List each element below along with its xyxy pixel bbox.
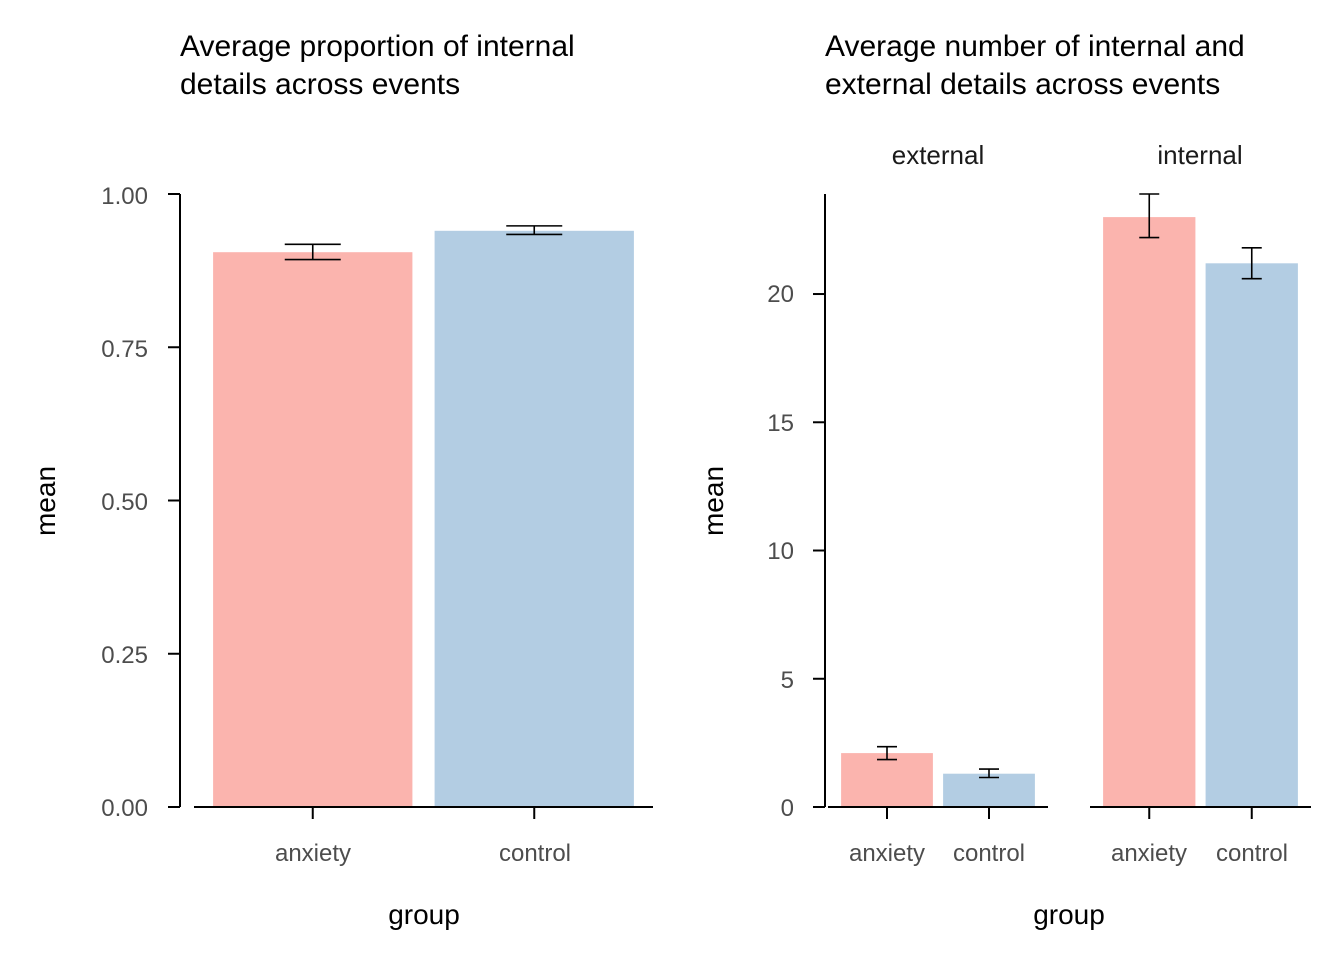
left-y-tick-labels: 0.00 0.25 0.50 0.75 1.00: [101, 183, 148, 822]
left-x-axis-title: group: [388, 899, 460, 930]
right-y-tick-label: 15: [767, 410, 794, 437]
left-bar-anxiety: [213, 252, 413, 807]
left-bar-control: [434, 230, 634, 808]
facet-external-bar-control: [943, 773, 1035, 807]
left-y-tick-label: 1.00: [101, 183, 148, 210]
right-chart-title-line-2: external details across events: [825, 68, 1220, 101]
facet-strip-label-internal: internal: [1157, 140, 1242, 170]
left-chart-title-line-1: Average proportion of internal: [180, 30, 575, 63]
facet-strip-label-external: external: [892, 140, 985, 170]
right-y-axis-title: mean: [698, 466, 729, 536]
left-y-tick-label: 0.25: [101, 642, 148, 669]
left-x-tick-label-control: control: [499, 840, 571, 867]
chart-marks: [168, 193, 1311, 819]
left-y-tick-label: 0.50: [101, 489, 148, 516]
external-x-tick-label-anxiety: anxiety: [849, 840, 925, 867]
internal-x-tick-label-anxiety: anxiety: [1111, 840, 1187, 867]
facet-internal-bar-anxiety: [1103, 217, 1196, 808]
facet-external-bar-anxiety: [841, 753, 933, 807]
left-y-axis-title: mean: [30, 466, 61, 536]
external-x-tick-label-control: control: [953, 840, 1025, 867]
right-y-tick-label: 20: [767, 281, 794, 308]
right-x-axis-title: group: [1033, 899, 1105, 930]
facet-internal-bar-control: [1205, 263, 1298, 807]
left-x-tick-label-anxiety: anxiety: [275, 840, 351, 867]
left-chart-title-line-2: details across events: [180, 68, 460, 101]
right-y-tick-label: 5: [781, 667, 794, 694]
internal-x-tick-label-control: control: [1216, 840, 1288, 867]
left-y-tick-label: 0.75: [101, 336, 148, 363]
right-y-tick-labels: 0 5 10 15 20: [767, 281, 794, 822]
right-chart-title-line-1: Average number of internal and: [825, 30, 1245, 63]
right-y-tick-label: 0: [781, 795, 794, 822]
right-y-tick-label: 10: [767, 538, 794, 565]
left-y-tick-label: 0.00: [101, 795, 148, 822]
